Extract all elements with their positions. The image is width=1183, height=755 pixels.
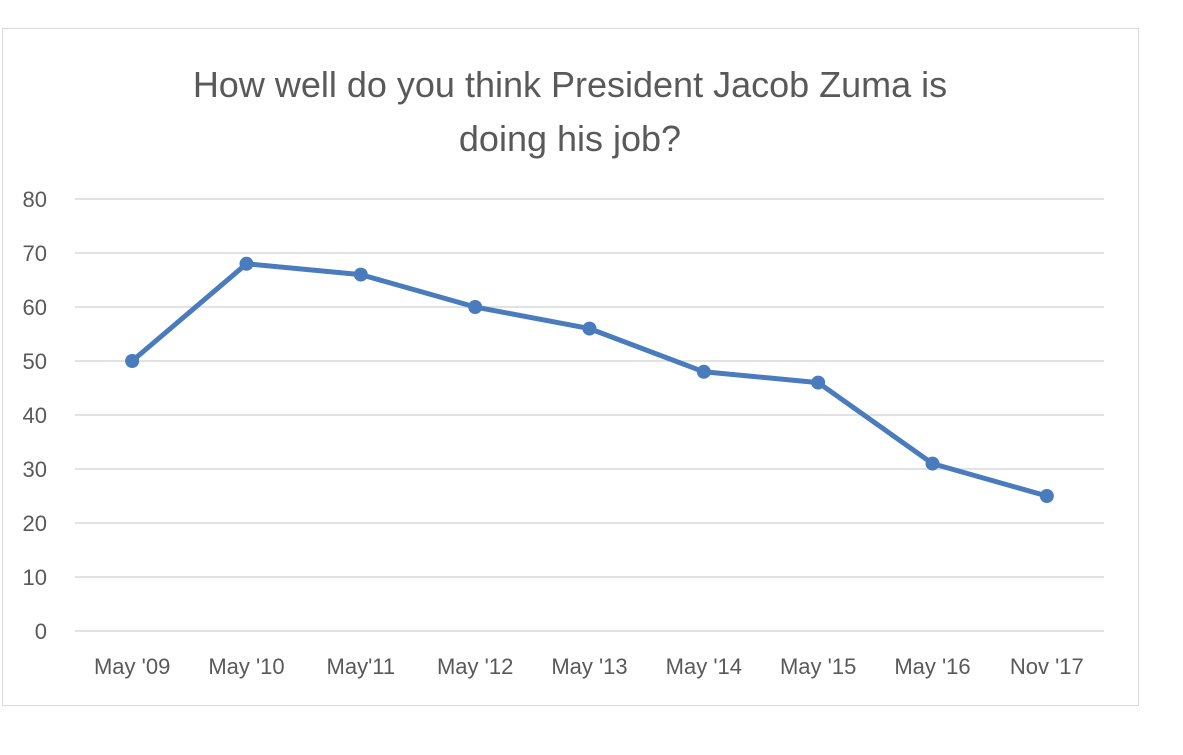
x-tick-label: May '09 [94, 654, 170, 679]
y-tick-label: 30 [23, 457, 47, 482]
y-tick-label: 40 [23, 403, 47, 428]
x-tick-label: May '14 [666, 654, 742, 679]
y-tick-label: 60 [23, 295, 47, 320]
y-tick-label: 10 [23, 565, 47, 590]
data-point [582, 321, 597, 336]
chart-title: How well do you think President Jacob Zu… [0, 58, 1140, 166]
chart-frame [2, 28, 1139, 706]
y-tick-label: 70 [23, 241, 47, 266]
y-tick-label: 0 [35, 619, 47, 644]
data-point [468, 300, 483, 314]
data-point [811, 375, 826, 390]
x-tick-label: May'11 [327, 654, 396, 679]
x-tick-label: May '13 [551, 654, 627, 679]
chart-title-line-2: doing his job? [458, 118, 682, 159]
data-point [1039, 489, 1054, 503]
x-tick-label: May '12 [437, 654, 513, 679]
y-axis-ticks: 0 10 20 30 40 50 60 70 80 [23, 187, 47, 644]
chart-title-line-1: How well do you think President Jacob Zu… [192, 64, 948, 105]
data-point [696, 364, 711, 379]
series-layer [125, 256, 1054, 503]
x-tick-label: May '15 [780, 654, 856, 679]
data-point [353, 267, 368, 282]
data-point [925, 456, 940, 471]
data-point [239, 256, 254, 271]
gridlines [75, 198, 1104, 632]
x-tick-label: Nov '17 [1010, 654, 1084, 679]
y-tick-label: 80 [23, 187, 47, 212]
series-line [129, 261, 1050, 499]
y-tick-label: 20 [23, 511, 47, 536]
y-tick-label: 50 [23, 349, 47, 374]
data-point [125, 354, 140, 368]
x-axis-ticks: May '09 May '10 May'11 May '12 May '13 May '1… [94, 654, 1084, 679]
x-tick-label: May '16 [894, 654, 970, 679]
x-tick-label: May '10 [208, 654, 284, 679]
